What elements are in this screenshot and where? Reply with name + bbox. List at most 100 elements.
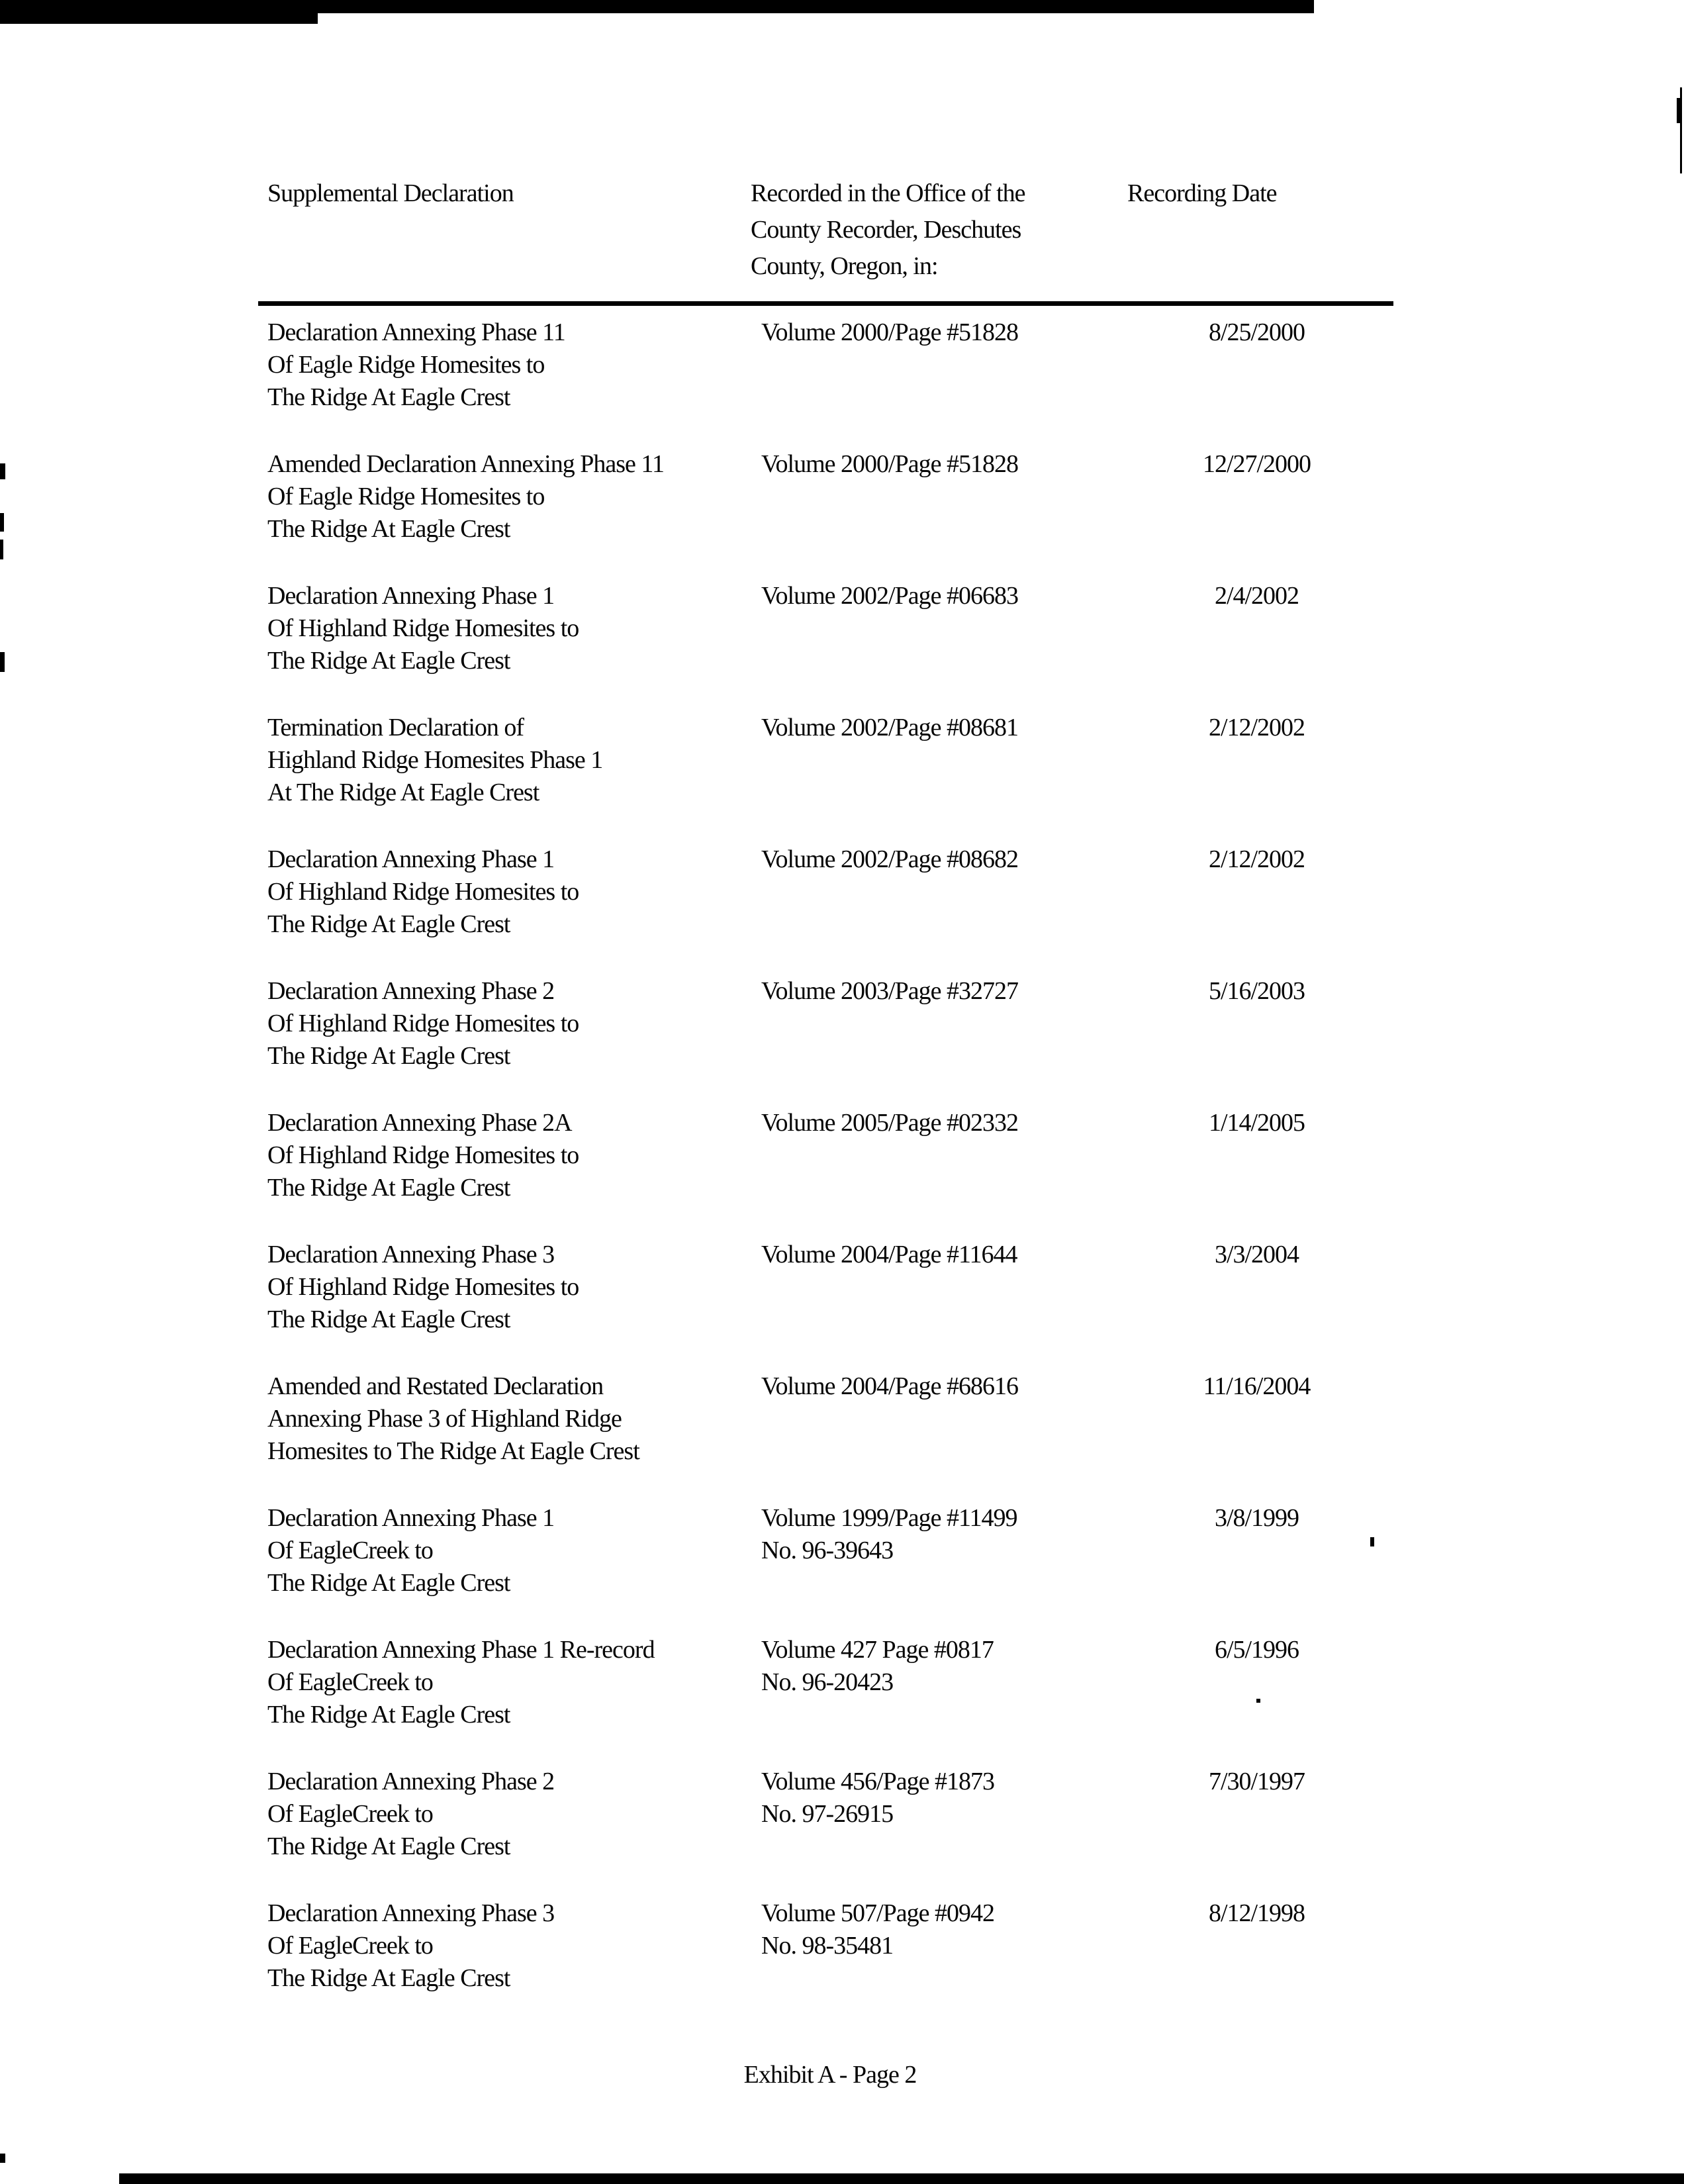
scan-speck	[0, 540, 3, 559]
text-line: Declaration Annexing Phase 2	[267, 977, 555, 1005]
table-row: Declaration Annexing Phase 1 Of Highland …	[267, 843, 1393, 941]
text-line: Annexing Phase 3 of Highland Ridge	[267, 1405, 622, 1433]
recorded-cell: Volume 2003/Page #32727	[761, 975, 1121, 1072]
scan-artifact-top-bar-2	[0, 12, 318, 24]
table-row: Declaration Annexing Phase 2A Of Highland…	[267, 1107, 1393, 1204]
declaration-cell: Declaration Annexing Phase 1 Of Highland …	[267, 580, 761, 677]
recorded-cell: Volume 2004/Page #68616	[761, 1370, 1121, 1468]
text-line: Amended and Restated Declaration	[267, 1372, 604, 1400]
text-line: Volume 2000/Page #51828	[761, 450, 1019, 478]
text-line: No. 96-39643	[761, 1537, 894, 1564]
date-cell: 7/30/1997	[1208, 1768, 1305, 1795]
table-row: Declaration Annexing Phase 3 Of Highland …	[267, 1239, 1393, 1336]
declaration-cell: Declaration Annexing Phase 11 Of Eagle Ri…	[267, 316, 761, 414]
recorded-cell: Volume 2004/Page #11644	[761, 1239, 1121, 1336]
table-row: Amended and Restated Declaration Annexing…	[267, 1370, 1393, 1468]
scan-speck	[0, 463, 5, 479]
scan-speck	[0, 513, 4, 532]
text-line: Declaration Annexing Phase 1	[267, 845, 555, 873]
text-line: Declaration Annexing Phase 11	[267, 318, 566, 346]
text-line: Highland Ridge Homesites Phase 1	[267, 746, 603, 774]
table-row: Declaration Annexing Phase 2 Of EagleCree…	[267, 1766, 1393, 1863]
declaration-cell: Declaration Annexing Phase 1 Of EagleCree…	[267, 1502, 761, 1599]
text-line: Declaration Annexing Phase 1	[267, 582, 555, 610]
text-line: No. 97-26915	[761, 1800, 894, 1828]
text-line: The Ridge At Eagle Crest	[267, 515, 510, 543]
header-recording-date: Recording Date	[1127, 179, 1278, 207]
declaration-cell: Declaration Annexing Phase 2 Of Highland …	[267, 975, 761, 1072]
date-cell: 1/14/2005	[1208, 1109, 1305, 1137]
text-line: The Ridge At Eagle Crest	[267, 1569, 510, 1597]
recorded-cell: Volume 2000/Page #51828	[761, 316, 1121, 414]
scan-speck	[1370, 1537, 1374, 1546]
declaration-cell: Amended and Restated Declaration Annexing…	[267, 1370, 761, 1468]
text-line: The Ridge At Eagle Crest	[267, 383, 510, 411]
table-rows: Declaration Annexing Phase 11 Of Eagle Ri…	[267, 316, 1393, 1995]
text-line: Volume 456/Page #1873	[761, 1768, 995, 1795]
table-row: Declaration Annexing Phase 2 Of Highland …	[267, 975, 1393, 1072]
text-line: Of EagleCreek to	[267, 1668, 434, 1696]
table-header-rule	[258, 301, 1393, 306]
table: Supplemental Declaration Recorded in the…	[258, 175, 1393, 2091]
text-line: Declaration Annexing Phase 3	[267, 1241, 555, 1268]
text-line: Volume 2003/Page #32727	[761, 977, 1019, 1005]
text-line: Of EagleCreek to	[267, 1537, 434, 1564]
declaration-cell: Declaration Annexing Phase 3 Of EagleCree…	[267, 1897, 761, 1995]
text-line: The Ridge At Eagle Crest	[267, 1306, 510, 1333]
date-cell: 3/8/1999	[1214, 1504, 1299, 1532]
scan-artifact-right-line-thick	[1677, 98, 1682, 123]
text-line: Of Eagle Ridge Homesites to	[267, 351, 545, 379]
text-line: The Ridge At Eagle Crest	[267, 910, 510, 938]
text-line: Volume 507/Page #0942	[761, 1899, 995, 1927]
date-cell: 6/5/1996	[1214, 1636, 1299, 1664]
scan-artifact-bottom-bar	[119, 2173, 1684, 2184]
declaration-cell: Termination Declaration of Highland Ridge…	[267, 712, 761, 809]
scan-artifact-right-line	[1680, 87, 1682, 173]
text-line: Amended Declaration Annexing Phase 11	[267, 450, 665, 478]
date-cell: 3/3/2004	[1214, 1241, 1299, 1268]
text-line: Of Highland Ridge Homesites to	[267, 1010, 579, 1037]
table-row: Declaration Annexing Phase 3 Of EagleCree…	[267, 1897, 1393, 1995]
text-line: Of Highland Ridge Homesites to	[267, 1141, 579, 1169]
declaration-cell: Amended Declaration Annexing Phase 11 Of …	[267, 448, 761, 546]
text-line: Volume 427 Page #0817	[761, 1636, 994, 1664]
text-line: Of Eagle Ridge Homesites to	[267, 483, 545, 510]
table-row: Amended Declaration Annexing Phase 11 Of …	[267, 448, 1393, 546]
text-line: Of EagleCreek to	[267, 1800, 434, 1828]
declaration-cell: Declaration Annexing Phase 3 Of Highland …	[267, 1239, 761, 1336]
text-line: Of EagleCreek to	[267, 1932, 434, 1960]
table-row: Declaration Annexing Phase 1 Of EagleCree…	[267, 1502, 1393, 1599]
declaration-cell: Declaration Annexing Phase 1 Of Highland …	[267, 843, 761, 941]
recorded-cell: Volume 456/Page #1873 No. 97-26915	[761, 1766, 1121, 1863]
date-cell: 11/16/2004	[1203, 1372, 1311, 1400]
date-cell: 8/12/1998	[1208, 1899, 1305, 1927]
text-line: Volume 2005/Page #02332	[761, 1109, 1019, 1137]
text-line: No. 96-20423	[761, 1668, 894, 1696]
text-line: Declaration Annexing Phase 2	[267, 1768, 555, 1795]
declaration-cell: Declaration Annexing Phase 2A Of Highland…	[267, 1107, 761, 1204]
text-line: Declaration Annexing Phase 2A	[267, 1109, 573, 1137]
text-line: Declaration Annexing Phase 1 Re-record	[267, 1636, 655, 1664]
scan-speck	[0, 652, 5, 672]
date-cell: 2/4/2002	[1214, 582, 1299, 610]
date-cell: 2/12/2002	[1208, 714, 1305, 741]
table-row: Declaration Annexing Phase 1 Of Highland …	[267, 580, 1393, 677]
recorded-cell: Volume 2002/Page #08682	[761, 843, 1121, 941]
scan-speck	[1256, 1699, 1260, 1703]
header-supplemental-declaration: Supplemental Declaration	[267, 179, 514, 207]
declaration-cell: Declaration Annexing Phase 2 Of EagleCree…	[267, 1766, 761, 1863]
recorded-cell: Volume 2005/Page #02332	[761, 1107, 1121, 1204]
text-line: Volume 2004/Page #68616	[761, 1372, 1019, 1400]
text-line: Volume 1999/Page #11499	[761, 1504, 1018, 1532]
recorded-cell: Volume 2002/Page #06683	[761, 580, 1121, 677]
scan-speck	[0, 2154, 5, 2163]
text-line: Declaration Annexing Phase 3	[267, 1899, 555, 1927]
text-line: Declaration Annexing Phase 1	[267, 1504, 555, 1532]
recorded-cell: Volume 427 Page #0817 No. 96-20423	[761, 1634, 1121, 1731]
recorded-cell: Volume 1999/Page #11499 No. 96-39643	[761, 1502, 1121, 1599]
text-line: The Ridge At Eagle Crest	[267, 1964, 510, 1992]
text-line: Of Highland Ridge Homesites to	[267, 614, 579, 642]
scan-artifact-top-bar	[0, 0, 1314, 13]
text-line: Volume 2004/Page #11644	[761, 1241, 1018, 1268]
